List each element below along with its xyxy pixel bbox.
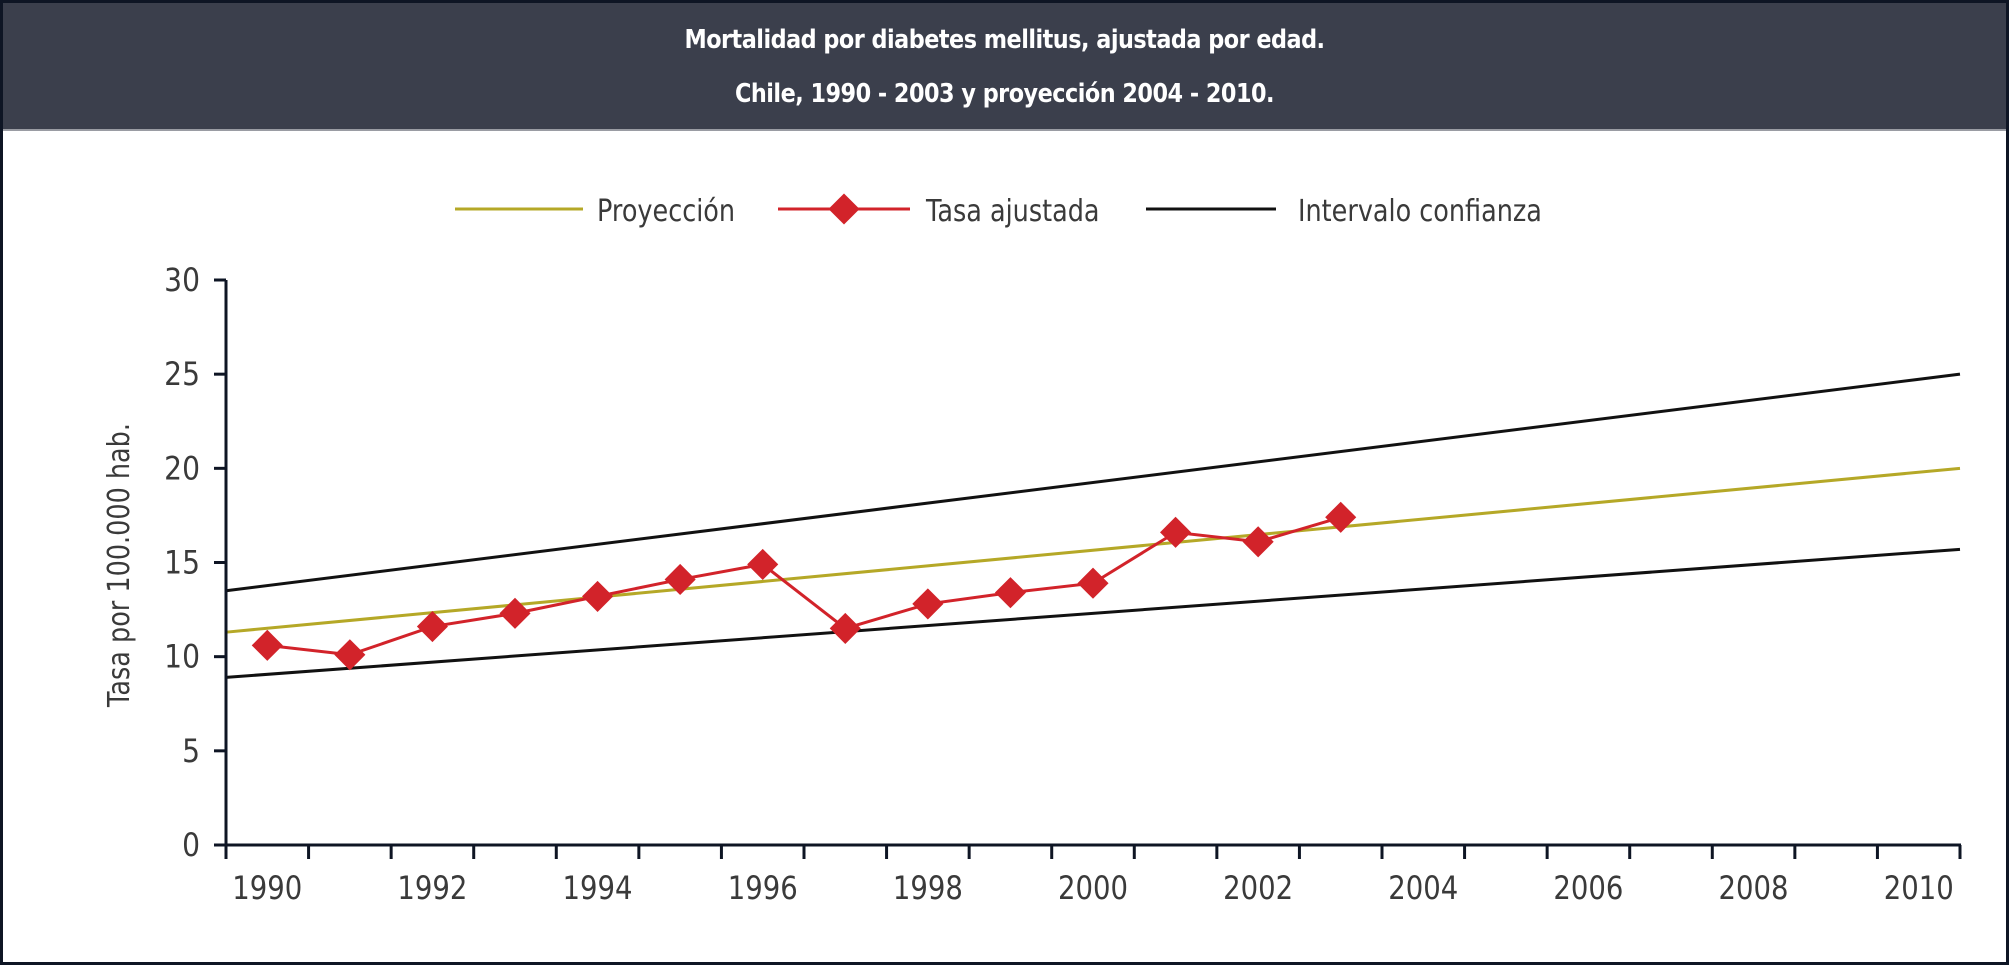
x-tick-label: 2004 bbox=[1388, 870, 1458, 908]
interval-lower-line bbox=[225, 547, 1961, 679]
x-tick-label: 1994 bbox=[563, 870, 633, 908]
rate-data-point bbox=[416, 610, 448, 643]
projection-line bbox=[225, 466, 1961, 634]
x-axis-ticks: 1990 1992 1994 1996 1998 2000 2002 2004 2006 2008… bbox=[232, 845, 1962, 908]
legend-rate-label: Tasa ajustada bbox=[925, 193, 1099, 229]
y-tick-label: 15 bbox=[164, 545, 200, 582]
plot-area bbox=[225, 372, 1961, 679]
rate-line bbox=[267, 515, 1342, 657]
legend-interval-label: Intervalo confianza bbox=[1298, 193, 1542, 229]
y-tick-label: 5 bbox=[182, 733, 200, 770]
chart-title-line-1: Mortalidad por diabetes mellitus, ajusta… bbox=[684, 25, 1325, 55]
interval-upper-line bbox=[225, 372, 1961, 593]
rate-data-point bbox=[912, 588, 944, 620]
x-tick-label: 2000 bbox=[1058, 870, 1128, 908]
rate-data-point bbox=[994, 577, 1026, 609]
chart-title-line-2: Chile, 1990 - 2003 y proyección 2004 - 2… bbox=[734, 79, 1275, 109]
rate-data-point bbox=[829, 612, 861, 644]
rate-data-point bbox=[1242, 526, 1274, 558]
rate-data-point bbox=[582, 580, 614, 612]
y-tick-label: 10 bbox=[164, 639, 200, 676]
y-axis-label: Tasa por 100.000 hab. bbox=[101, 423, 137, 708]
y-axis-ticks: 0 5 10 15 20 25 30 bbox=[164, 262, 226, 864]
x-tick-label: 2008 bbox=[1719, 870, 1789, 908]
rate-data-point bbox=[1077, 567, 1109, 599]
x-tick-label: 1992 bbox=[397, 870, 467, 908]
y-tick-label: 30 bbox=[164, 262, 200, 299]
rate-data-point bbox=[747, 548, 779, 580]
legend-projection-label: Proyección bbox=[597, 193, 735, 229]
x-tick-label: 2002 bbox=[1223, 870, 1293, 908]
y-tick-label: 25 bbox=[164, 357, 200, 394]
y-tick-label: 0 bbox=[182, 827, 200, 864]
x-tick-label: 1990 bbox=[232, 870, 302, 908]
chart-header: Mortalidad por diabetes mellitus, ajusta… bbox=[3, 3, 2006, 131]
x-tick-label: 2010 bbox=[1884, 870, 1954, 908]
rate-data-point bbox=[251, 629, 283, 661]
legend: Proyección Tasa ajustada Intervalo confi… bbox=[455, 193, 1542, 229]
legend-rate-marker bbox=[828, 193, 860, 225]
x-tick-label: 1996 bbox=[728, 870, 798, 908]
x-tick-label: 2006 bbox=[1553, 870, 1623, 908]
x-tick-label: 1998 bbox=[893, 870, 963, 908]
rate-data-point bbox=[334, 639, 366, 671]
y-tick-label: 20 bbox=[164, 451, 200, 488]
